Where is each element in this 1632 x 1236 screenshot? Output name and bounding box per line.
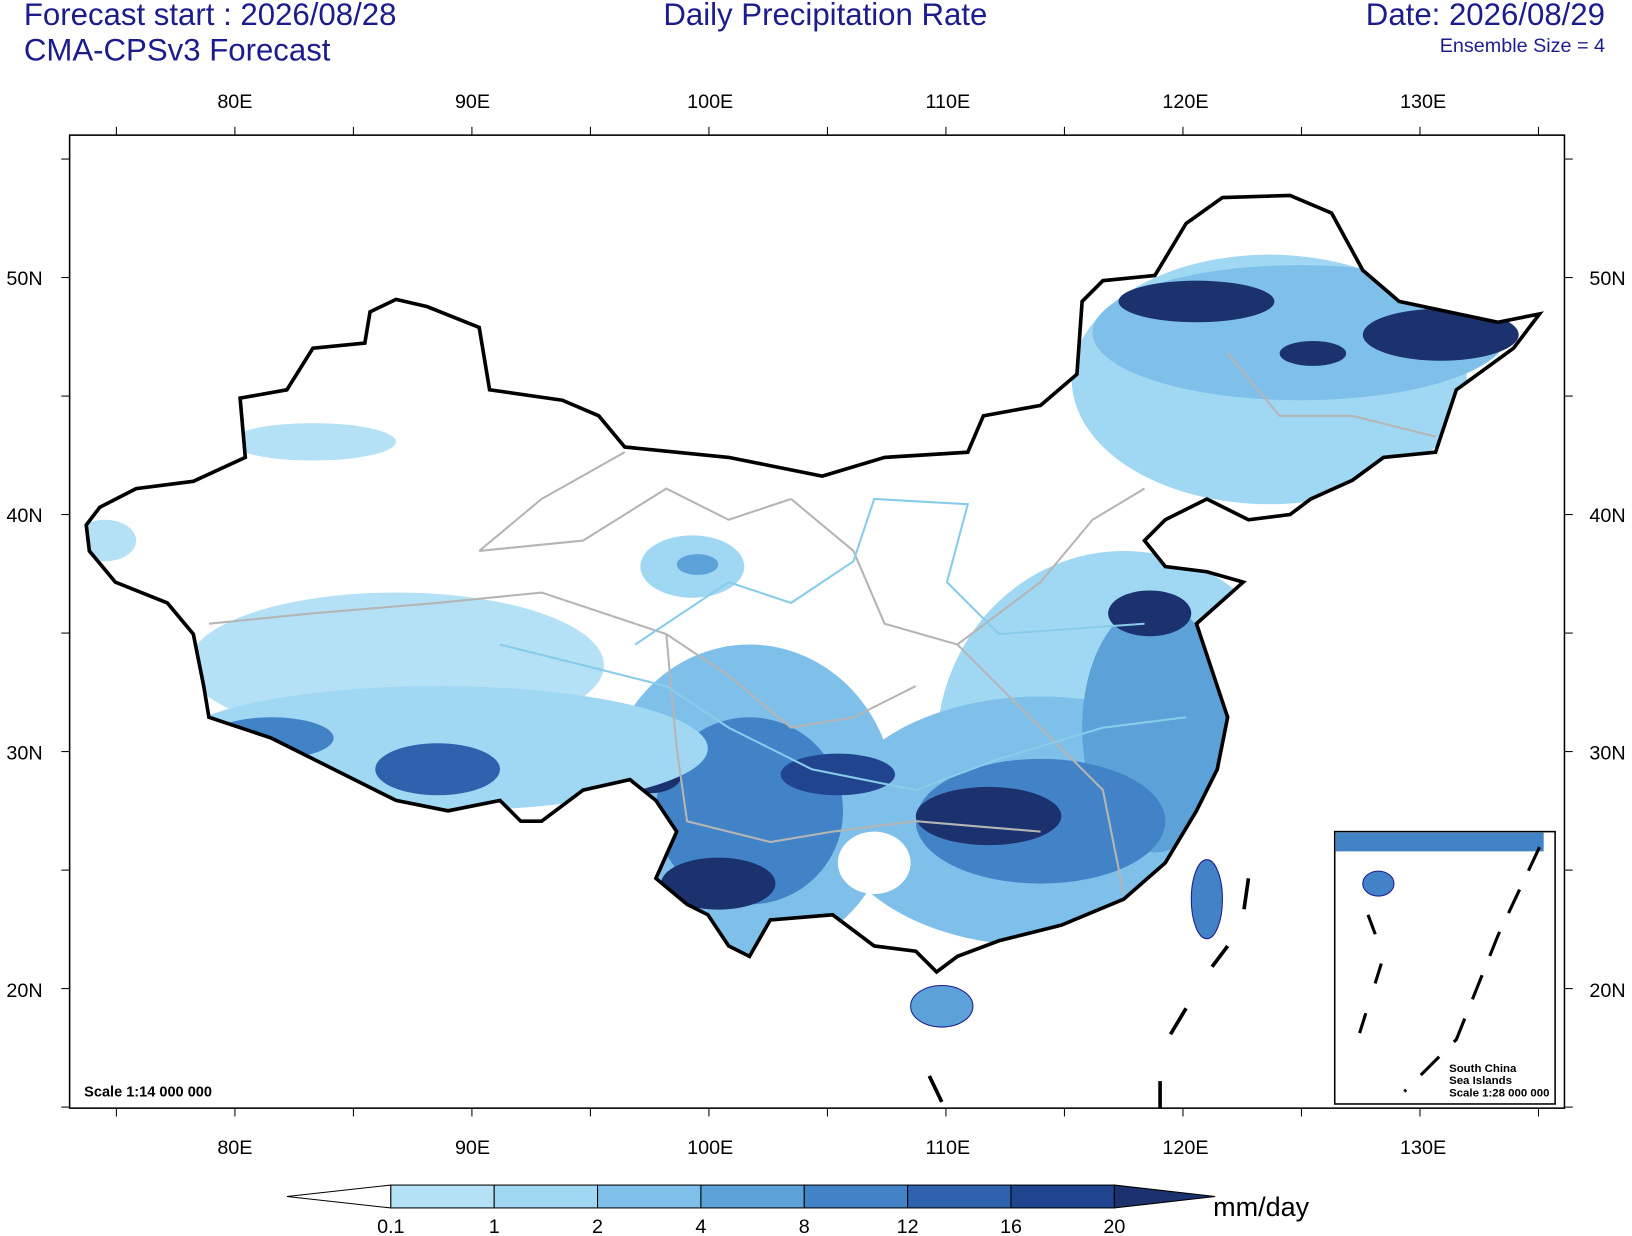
colorbar-label: 0.1 [377, 1216, 404, 1236]
inset-label: Scale 1:28 000 000 [1449, 1088, 1549, 1100]
graticule-ticks [61, 126, 1573, 1117]
rivers [499, 497, 1187, 792]
colorbar-box [390, 1184, 495, 1209]
lat-label: 20N [6, 980, 42, 1002]
inset-label: Sea Islands [1449, 1075, 1512, 1087]
lon-label: 80E [217, 91, 252, 113]
lat-label: 40N [1589, 505, 1625, 527]
lon-label: 120E [1162, 1137, 1208, 1159]
lon-label: 90E [455, 91, 490, 113]
colorbar-box [803, 1184, 909, 1209]
colorbar-label: 4 [695, 1216, 706, 1236]
lat-label: 30N [6, 742, 42, 764]
valid-date: Date: 2026/08/29 [1366, 0, 1605, 32]
colorbar-label: 2 [592, 1216, 603, 1236]
nine-dash-line [927, 878, 1251, 1109]
colorbar-label: 16 [1000, 1216, 1022, 1236]
inset-label: South China [1449, 1063, 1517, 1075]
taiwan [1190, 859, 1223, 940]
lon-label: 110E [925, 91, 970, 113]
colorbar-box [1010, 1184, 1115, 1209]
colorbar-label: 8 [799, 1216, 810, 1236]
lat-label: 40N [6, 505, 42, 527]
forecast-start: Forecast start : 2026/08/28 [24, 0, 397, 32]
colorbar: 0.1 1 2 4 8 12 16 20 [286, 1184, 1216, 1236]
lon-label: 110E [925, 1137, 970, 1159]
colorbar-label: 1 [489, 1216, 500, 1236]
inset: South China Sea Islands Scale 1:28 000 0… [1333, 830, 1556, 1105]
colorbar-under [286, 1184, 392, 1209]
hainan [910, 984, 974, 1028]
ensemble-size: Ensemble Size = 4 [1440, 35, 1605, 57]
colorbar-box [597, 1184, 702, 1209]
lon-label: 120E [1162, 91, 1208, 113]
lat-label: 50N [1589, 268, 1625, 290]
title: Daily Precipitation Rate [663, 0, 987, 32]
lon-label: 130E [1400, 1137, 1446, 1159]
lon-label: 100E [687, 1137, 733, 1159]
map-scale: Scale 1:14 000 000 [84, 1085, 212, 1101]
colorbar-label: 12 [897, 1216, 919, 1236]
colorbar-over [1113, 1184, 1216, 1209]
colorbar-box [493, 1184, 599, 1209]
lon-label: 80E [217, 1137, 252, 1159]
lon-label: 100E [687, 91, 733, 113]
colorbar-unit: mm/day [1213, 1192, 1310, 1222]
colorbar-label: 20 [1103, 1216, 1125, 1236]
lat-label: 20N [1589, 980, 1625, 1002]
lon-label: 90E [455, 1137, 490, 1159]
province-lines [208, 352, 1436, 895]
lat-label: 50N [6, 268, 42, 290]
colorbar-box [907, 1184, 1012, 1209]
lon-label: 130E [1400, 91, 1446, 113]
lat-label: 30N [1589, 742, 1625, 764]
model-name: CMA-CPSv3 Forecast [24, 32, 331, 67]
inset-frame [1333, 830, 1556, 1105]
colorbar-box [700, 1184, 805, 1209]
